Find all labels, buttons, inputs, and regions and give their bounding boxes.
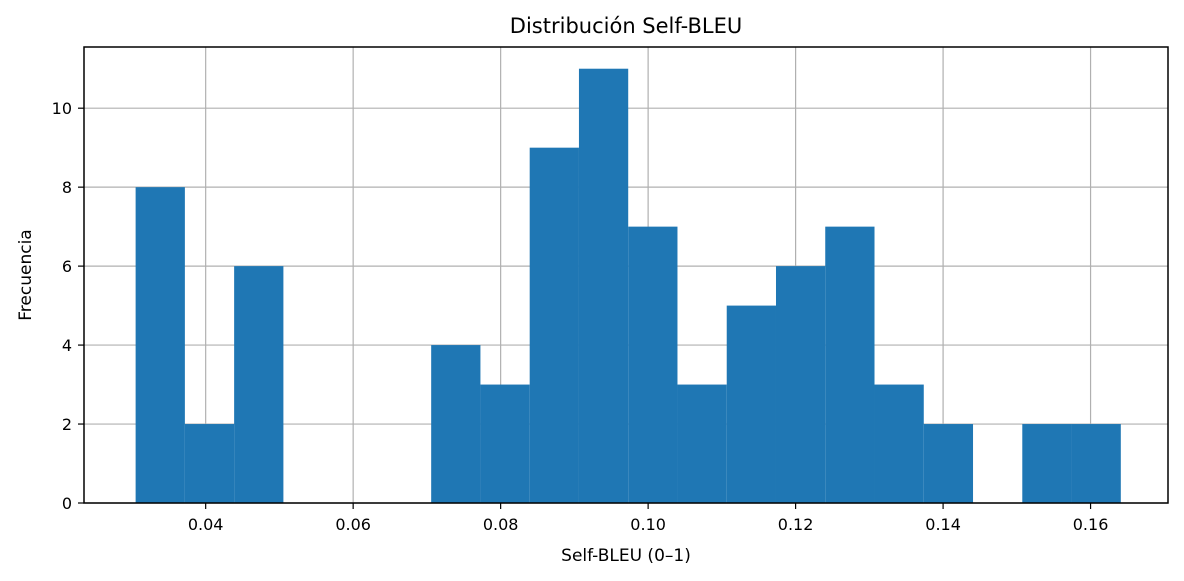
histogram-bar <box>726 305 776 503</box>
x-axis-label: Self-BLEU (0–1) <box>561 546 691 566</box>
histogram-bar <box>1071 424 1121 503</box>
histogram-bar <box>775 266 826 503</box>
histogram-bar <box>135 187 185 504</box>
y-axis-ticks: 0 2 4 6 8 10 <box>52 99 84 513</box>
histogram-bar <box>578 68 629 503</box>
y-tick-label: 0 <box>62 494 72 513</box>
histogram-bar <box>677 384 727 503</box>
y-tick-label: 6 <box>62 257 72 276</box>
histogram-bar <box>480 384 530 503</box>
x-tick-label: 0.14 <box>925 515 961 534</box>
histogram-bar <box>529 147 579 503</box>
histogram-bar <box>184 424 235 503</box>
chart-title: Distribución Self-BLEU <box>510 14 742 38</box>
y-tick-label: 4 <box>62 336 72 355</box>
x-tick-label: 0.08 <box>483 515 519 534</box>
y-tick-label: 10 <box>52 99 72 118</box>
y-tick-label: 2 <box>62 415 72 434</box>
y-axis-label: Frecuencia <box>16 229 36 320</box>
bars <box>135 68 1121 504</box>
x-tick-label: 0.12 <box>778 515 814 534</box>
histogram-bar <box>431 345 481 503</box>
y-tick-label: 8 <box>62 178 72 197</box>
x-axis-ticks: 0.04 0.06 0.08 0.10 0.12 0.14 0.16 <box>188 503 1109 534</box>
x-tick-label: 0.16 <box>1073 515 1109 534</box>
x-tick-label: 0.10 <box>630 515 666 534</box>
histogram-bar <box>874 384 924 503</box>
x-tick-label: 0.04 <box>188 515 224 534</box>
plot-frame <box>83 46 1169 504</box>
histogram-bar <box>628 226 678 504</box>
histogram-bar <box>234 266 284 503</box>
histogram-bar <box>825 226 875 504</box>
x-tick-label: 0.06 <box>335 515 371 534</box>
histogram-bar <box>923 424 974 503</box>
histogram-bar <box>1022 424 1072 503</box>
